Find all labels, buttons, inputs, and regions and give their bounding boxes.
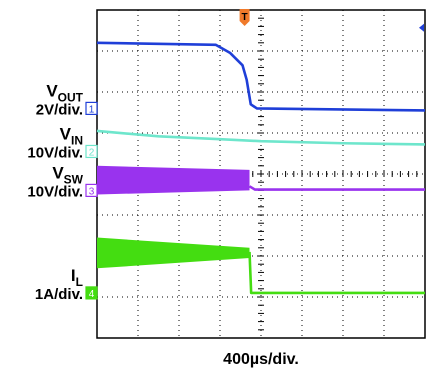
- trace-il: [97, 237, 425, 295]
- channel-marker-4: 4: [85, 286, 98, 300]
- trace-line: [96, 41, 426, 112]
- trigger-flag: [239, 9, 250, 26]
- series-name: IL: [71, 266, 83, 289]
- trigger-label: T: [242, 12, 248, 23]
- trace-line: [248, 251, 425, 295]
- series-name: VOUT: [46, 81, 83, 104]
- trace-vout: [96, 41, 426, 112]
- channel-marker-2: 2: [85, 144, 98, 159]
- channel-number: 2: [89, 147, 95, 158]
- ref-arrow-icon: [419, 23, 424, 32]
- channel-marker-box: [85, 183, 98, 197]
- trace-line: [96, 129, 426, 146]
- series-scale: 10V/div.: [27, 144, 83, 161]
- channel-marker-box: [85, 101, 98, 116]
- channel-marker-box: [85, 286, 98, 300]
- trigger-marker: T: [239, 9, 250, 26]
- traces: [96, 41, 426, 295]
- channel-marker-box: [85, 144, 98, 159]
- series-scale: 2V/div.: [36, 101, 83, 118]
- trace-line: [248, 185, 425, 191]
- x-axis-label: 400µs/div.: [223, 351, 299, 368]
- channel-number: 3: [89, 186, 95, 197]
- series-scale: 1A/div.: [35, 286, 83, 303]
- trace-vin: [96, 129, 426, 146]
- channel-marker-3: 3: [85, 183, 98, 197]
- channel-markers: 1 2 3 4: [85, 101, 98, 300]
- series-name: VIN: [60, 124, 83, 147]
- channel-marker-1: 1: [85, 101, 98, 116]
- switching-band: [97, 165, 250, 195]
- series-name: VSW: [52, 163, 83, 186]
- channel-number: 4: [89, 289, 95, 300]
- switching-band: [97, 237, 250, 269]
- channel-labels: VOUT2V/div.VIN10V/div.VSW10V/div.IL1A/di…: [27, 81, 84, 303]
- series-scale: 10V/div.: [27, 183, 83, 200]
- trace-vsw: [97, 165, 425, 195]
- channel-number: 1: [89, 104, 95, 115]
